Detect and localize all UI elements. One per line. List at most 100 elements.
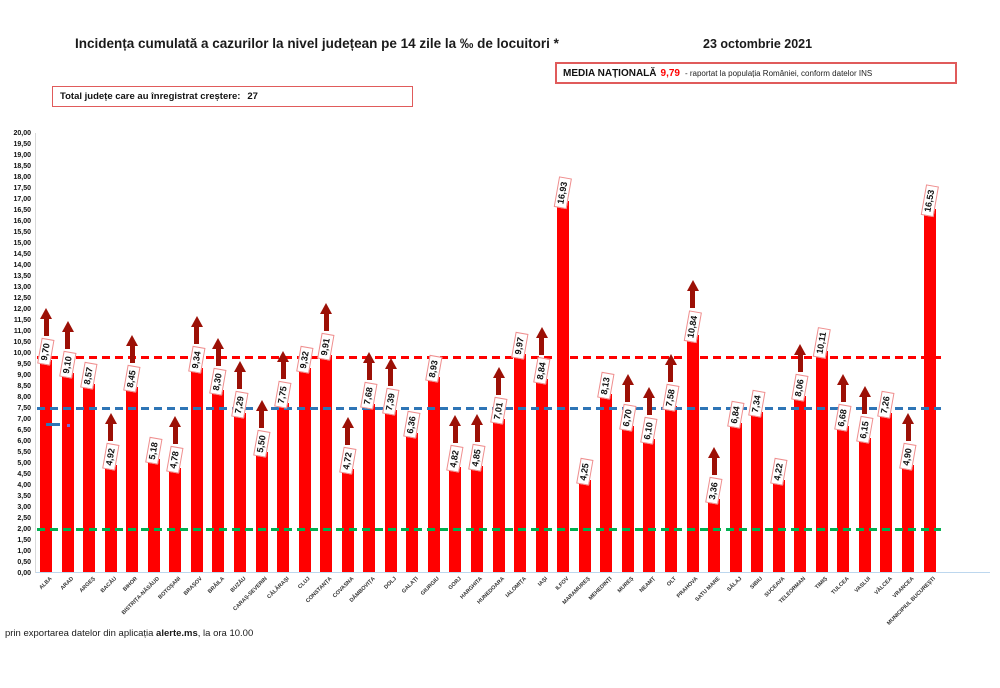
bar-value-label: 7,39 xyxy=(381,388,400,417)
y-axis-label: 15,50 xyxy=(13,228,31,236)
bar-value-label: 4,90 xyxy=(899,443,917,471)
bar xyxy=(837,426,850,573)
y-axis-label: 4,50 xyxy=(17,470,31,478)
increase-count-label: Total județe care au înregistrat creșter… xyxy=(60,91,241,102)
increase-arrow-icon xyxy=(190,315,203,344)
bar-value-label: 8,06 xyxy=(791,373,810,402)
increase-arrow-icon xyxy=(233,360,246,389)
x-axis-label: GALAȚI xyxy=(400,576,420,595)
arrow-stem xyxy=(65,331,71,349)
bar-value-label: 4,22 xyxy=(769,458,788,486)
bar xyxy=(729,422,742,573)
x-axis-label: BOTOȘANI xyxy=(157,576,183,601)
increase-arrow-icon xyxy=(40,307,53,336)
x-axis-label: CLUJ xyxy=(297,576,312,591)
arrow-stem xyxy=(690,290,695,308)
x-axis-label: BUZĂU xyxy=(229,576,248,594)
x-axis-label: DOLJ xyxy=(383,576,399,591)
bar xyxy=(772,480,785,573)
arrow-stem xyxy=(474,425,480,443)
y-axis-label: 20,00 xyxy=(13,129,31,137)
y-axis-label: 17,00 xyxy=(13,195,31,203)
bar-value-label: 9,32 xyxy=(295,346,314,374)
bar-value-label: 6,68 xyxy=(834,404,853,432)
x-axis-label: SĂLAJ xyxy=(725,576,743,593)
arrow-stem xyxy=(840,385,846,403)
footer-text-after: , la ora 10.00 xyxy=(197,628,254,639)
arrow-stem xyxy=(797,354,803,372)
y-axis-label: 11,00 xyxy=(13,327,31,335)
increase-arrow-icon xyxy=(858,385,871,414)
x-axis-label: NEAMȚ xyxy=(638,576,657,595)
x-axis-label: BACĂU xyxy=(99,576,118,595)
increase-count-value: 27 xyxy=(247,91,258,102)
bar-value-label: 4,78 xyxy=(166,446,185,474)
arrow-head xyxy=(169,415,182,427)
bar xyxy=(923,209,936,573)
y-axis-label: 0,00 xyxy=(17,569,31,577)
bar xyxy=(384,410,397,573)
bar-value-label: 9,70 xyxy=(37,337,55,366)
arrow-head xyxy=(363,352,376,364)
bar xyxy=(233,412,246,573)
arrow-head xyxy=(233,360,246,372)
bar-value-label: 5,18 xyxy=(144,437,163,465)
report-date: 23 octombrie 2021 xyxy=(703,37,813,51)
arrow-stem xyxy=(194,326,200,344)
y-axis-label: 11,50 xyxy=(13,316,31,324)
bar xyxy=(298,367,311,573)
bar xyxy=(40,359,52,573)
arrow-stem xyxy=(625,384,631,402)
arrow-head xyxy=(40,307,52,319)
bar xyxy=(320,354,333,573)
arrow-head xyxy=(708,447,721,459)
increase-arrow-icon xyxy=(126,335,139,364)
x-axis-label: TULCEA xyxy=(830,576,851,597)
increase-arrow-icon xyxy=(277,350,290,379)
x-axis-label: IAȘI xyxy=(537,576,549,588)
x-axis-label: ILFOV xyxy=(554,576,571,592)
bar xyxy=(664,406,677,573)
ref-line-threshold-blue xyxy=(37,406,941,410)
y-axis-label: 1,50 xyxy=(17,536,31,544)
y-axis-label: 5,00 xyxy=(17,459,31,467)
increase-arrow-icon xyxy=(492,366,505,395)
x-axis-label: GIURGIU xyxy=(420,576,442,597)
y-axis-label: 16,00 xyxy=(13,217,31,225)
increase-arrow-icon xyxy=(708,447,721,476)
arrow-head xyxy=(212,338,225,350)
arrow-head xyxy=(621,373,634,385)
arrow-stem xyxy=(323,313,329,331)
y-axis-label: 18,50 xyxy=(13,162,31,170)
x-axis-label: TIMIȘ xyxy=(814,576,830,591)
y-axis-label: 12,00 xyxy=(13,305,31,313)
national-average-suffix: - raportat la populația României, confor… xyxy=(684,68,873,78)
arrow-head xyxy=(61,320,74,332)
y-axis-label: 17,50 xyxy=(13,184,31,192)
x-axis-label: BRAȘOV xyxy=(183,576,205,597)
ref-line-media-nationala xyxy=(37,356,941,360)
arrow-stem xyxy=(129,346,135,364)
bar xyxy=(363,404,376,573)
national-average-box: MEDIA NAȚIONALĂ 9,79 - raportat la popul… xyxy=(555,62,957,84)
bar xyxy=(535,378,548,573)
increase-arrow-icon xyxy=(212,338,225,367)
increase-arrow-icon xyxy=(902,413,915,442)
arrow-head xyxy=(643,386,656,398)
arrow-head xyxy=(126,335,139,347)
chart-title: Incidența cumulată a cazurilor la nivel … xyxy=(75,36,559,51)
arrow-stem xyxy=(539,337,545,355)
x-axis-label: SIBIU xyxy=(749,576,765,591)
x-axis-label: CĂLĂRAȘI xyxy=(265,576,291,601)
arrow-head xyxy=(492,366,505,378)
bar xyxy=(600,394,613,573)
arrow-stem xyxy=(345,428,351,446)
national-average-value: 9,79 xyxy=(660,67,680,79)
x-axis-label: VASLUI xyxy=(853,576,873,595)
arrow-stem xyxy=(108,423,114,441)
arrow-stem xyxy=(280,361,286,379)
increase-arrow-icon xyxy=(535,326,548,355)
increase-arrow-icon xyxy=(169,415,182,444)
bar xyxy=(61,372,74,573)
y-axis-label: 10,00 xyxy=(13,349,31,357)
